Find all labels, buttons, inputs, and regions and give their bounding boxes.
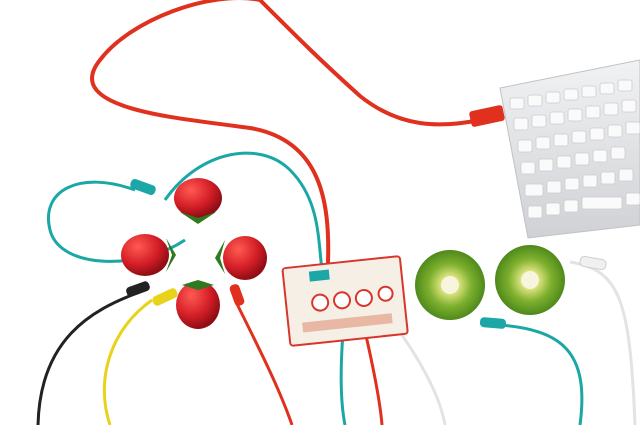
black-cable [36, 290, 141, 425]
strawberries [121, 178, 267, 329]
keyboard [499, 59, 640, 239]
usb-plug [469, 105, 505, 127]
teal-cable-4 [499, 323, 584, 425]
kiwi-right [495, 245, 565, 315]
strawberry-top [174, 178, 222, 224]
strawberry-right [215, 236, 267, 280]
red-cable-2 [233, 299, 294, 425]
red-usb-cable [90, 0, 482, 264]
alligator-clips [126, 178, 607, 329]
strawberry-bottom [176, 280, 220, 329]
strawberry-left [121, 234, 176, 276]
circuit-board [281, 255, 409, 347]
teal-cable-2 [163, 151, 324, 271]
yellow-cable [102, 298, 153, 425]
kiwi-left [415, 250, 485, 320]
kiwis [415, 245, 565, 320]
